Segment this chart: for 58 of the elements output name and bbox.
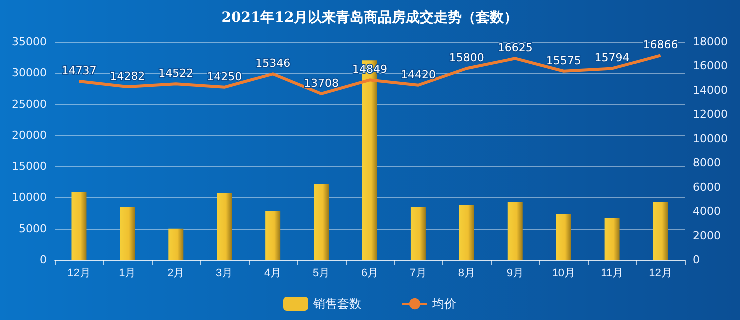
bar <box>653 202 668 260</box>
y-tick-label: 25000 <box>12 98 47 111</box>
y2-tick-label: 16000 <box>693 60 728 73</box>
y2-tick-label: 18000 <box>693 36 728 48</box>
chart-title: 2021年12月以来青岛商品房成交走势（套数） <box>222 9 518 26</box>
x-tick-label: 11月 <box>601 268 624 280</box>
data-label: 15800 <box>449 52 484 65</box>
x-tick-label: 12月 <box>68 268 91 280</box>
bar <box>508 202 523 260</box>
data-label: 14282 <box>110 70 146 84</box>
bar <box>266 211 281 260</box>
y2-tick-label: 0 <box>693 254 700 266</box>
y2-tick-label: 2000 <box>693 229 721 242</box>
x-tick-label: 9月 <box>506 268 524 280</box>
x-tick-label: 8月 <box>458 268 476 280</box>
y-tick-label: 30000 <box>12 66 47 80</box>
data-label: 16866 <box>643 38 678 52</box>
y2-tick-label: 8000 <box>693 156 721 170</box>
x-tick-label: 3月 <box>216 268 234 280</box>
x-tick-label: 12月 <box>649 268 672 280</box>
y-tick-label: 10000 <box>12 191 47 204</box>
data-label: 14522 <box>158 67 194 80</box>
bar <box>72 192 87 260</box>
bar <box>459 205 474 260</box>
legend-label: 均价 <box>432 297 456 311</box>
x-tick-label: 5月 <box>312 268 330 280</box>
y2-tick-label: 4000 <box>693 205 721 218</box>
x-tick-label: 4月 <box>264 268 282 280</box>
y-tick-label: 5000 <box>19 222 47 236</box>
bar <box>314 184 330 260</box>
bar <box>604 218 620 260</box>
data-label: 15575 <box>546 54 582 68</box>
y-tick-label: 15000 <box>12 160 47 174</box>
data-label: 13708 <box>304 76 340 90</box>
y2-tick-label: 14000 <box>693 84 728 97</box>
data-label: 15794 <box>594 52 630 65</box>
bar <box>168 228 184 260</box>
y-tick-label: 0 <box>40 254 47 266</box>
y-tick-label: 20000 <box>12 128 47 142</box>
bar <box>120 207 136 260</box>
x-tick-label: 1月 <box>119 268 136 280</box>
y2-tick-label: 6000 <box>693 180 721 194</box>
y2-tick-label: 12000 <box>693 108 728 122</box>
x-tick-label: 10月 <box>552 268 576 280</box>
bar <box>217 193 232 260</box>
data-label: 14737 <box>62 64 97 78</box>
bar <box>410 207 426 260</box>
x-tick-label: 2月 <box>168 268 185 280</box>
data-label: 16625 <box>498 42 533 55</box>
bar <box>556 214 572 260</box>
data-label: 15346 <box>256 57 291 70</box>
legend-label: 销售套数 <box>312 297 362 311</box>
y-tick-label: 35000 <box>12 36 47 48</box>
y2-tick-label: 10000 <box>693 132 728 146</box>
x-tick-label: 7月 <box>410 268 428 280</box>
x-tick-label: 6月 <box>361 268 379 280</box>
data-label: 14420 <box>400 68 436 82</box>
data-label: 14250 <box>207 70 242 84</box>
